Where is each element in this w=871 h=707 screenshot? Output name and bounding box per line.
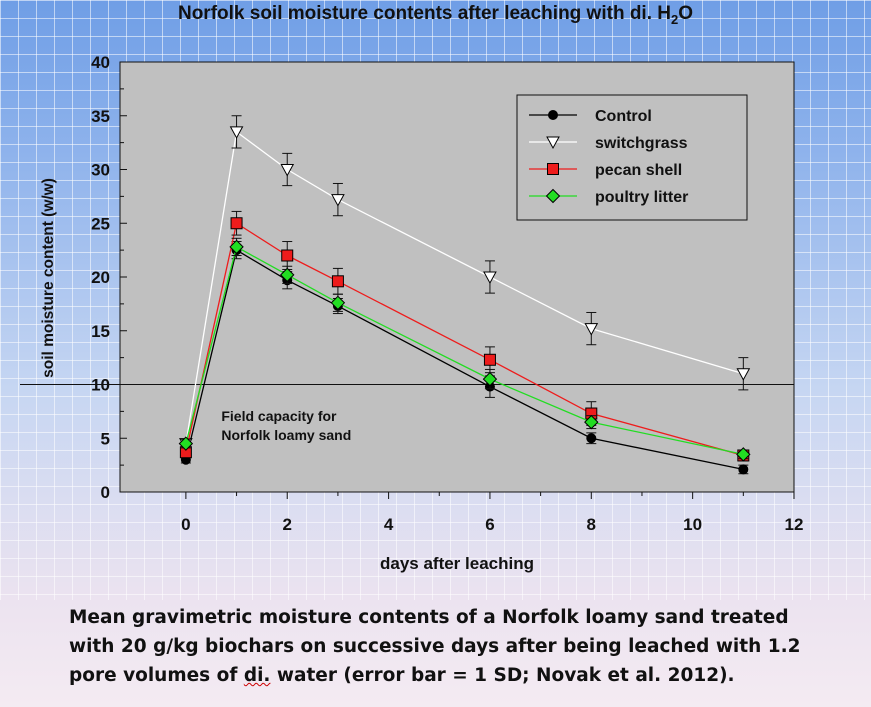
- data-point: [586, 433, 597, 444]
- data-point: [736, 447, 751, 462]
- data-point: [230, 217, 243, 230]
- legend-label: poultry litter: [595, 189, 688, 206]
- data-point: [483, 271, 497, 285]
- x-axis-label: days after leaching: [380, 554, 534, 573]
- chart-title: Norfolk soil moisture contents after lea…: [177, 3, 694, 27]
- x-tick-label: 6: [485, 515, 494, 534]
- data-point: [584, 414, 599, 430]
- legend-label: Control: [595, 108, 652, 125]
- data-point: [229, 239, 244, 255]
- data-point: [738, 464, 749, 475]
- y-tick-label: 5: [101, 429, 110, 448]
- x-tick-label: 4: [384, 515, 394, 534]
- data-point: [280, 267, 295, 283]
- y-axis-label: soil moisture content (w/w): [40, 178, 57, 378]
- data-point: [331, 275, 344, 288]
- data-point: [545, 188, 561, 204]
- legend-label: switchgrass: [595, 135, 688, 152]
- figure-caption: Mean gravimetric moisture contents of a …: [69, 607, 801, 686]
- y-tick-label: 20: [91, 268, 110, 287]
- y-tick-label: 40: [91, 53, 110, 72]
- y-tick-label: 35: [91, 107, 110, 126]
- y-tick-label: 15: [91, 322, 110, 341]
- data-point: [483, 353, 496, 366]
- data-point: [584, 323, 599, 336]
- data-point: [547, 163, 559, 175]
- data-point: [546, 136, 560, 150]
- x-tick-label: 2: [282, 515, 291, 534]
- data-point: [548, 110, 558, 120]
- x-tick-label: 10: [683, 515, 702, 534]
- data-point: [736, 368, 751, 381]
- x-tick-label: 8: [587, 515, 596, 534]
- data-point: [280, 164, 295, 177]
- data-point: [281, 249, 294, 262]
- y-tick-label: 25: [91, 214, 110, 233]
- legend-label: pecan shell: [595, 162, 682, 179]
- x-tick-label: 12: [785, 515, 804, 534]
- data-point: [178, 436, 194, 451]
- annotation-text: Norfolk loamy sand: [221, 427, 351, 443]
- data-point: [482, 371, 498, 387]
- caption-underlined-word: di.: [243, 665, 271, 686]
- chart: 0 5 10 15 20 25 30 35 40 0 2 4 6 8 10 12 days after leac…: [20, 53, 804, 573]
- data-point: [229, 126, 244, 139]
- y-tick-label: 30: [91, 161, 110, 180]
- series-switchgrass: [179, 115, 751, 451]
- x-tick-label: 0: [181, 515, 190, 534]
- annotation-text: Field capacity for: [221, 408, 337, 424]
- data-point: [330, 295, 346, 311]
- y-tick-label: 0: [101, 483, 110, 502]
- data-point: [331, 194, 345, 207]
- y-tick-label: 10: [91, 376, 110, 395]
- series-poultry-litter: [178, 237, 751, 462]
